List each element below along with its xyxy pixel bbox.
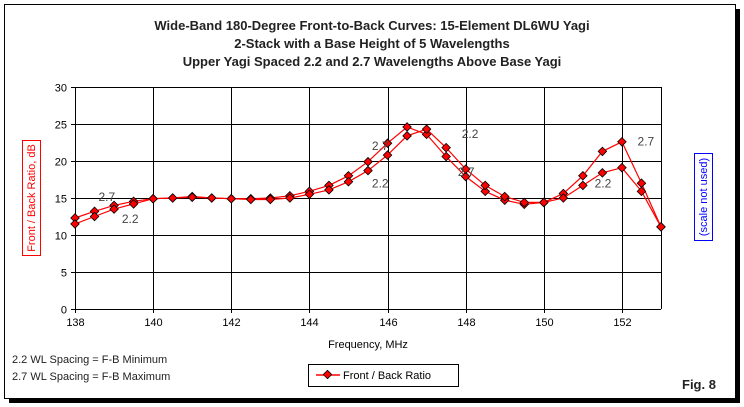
series-annotation: 2.7 [638,134,655,148]
data-point [558,193,569,203]
data-point [70,219,80,229]
title-line-3: Upper Yagi Spaced 2.2 and 2.7 Wavelength… [183,54,562,69]
data-point [617,136,627,147]
y-tick-label: 5 [61,268,67,280]
series-annotation: 2.2 [462,127,479,141]
series-annotation: 2.7 [98,190,115,204]
data-point [226,193,237,204]
y-tick-label: 30 [55,83,67,95]
data-point [402,131,412,141]
data-point [636,178,647,189]
data-point [636,186,647,197]
legend-marker [322,369,333,380]
data-point [656,222,666,232]
data-point [304,189,315,200]
y-tick-label: 0 [61,305,67,317]
data-point [402,122,412,132]
x-axis-label: Frequency, MHz [328,339,408,351]
data-point [343,170,354,181]
x-tick-label: 150 [535,317,553,329]
data-point [578,170,588,181]
series-annotation: 2.2 [595,177,612,191]
series-annotation: 2.7 [372,139,389,153]
x-tick-label: 152 [613,317,631,329]
data-point [245,194,256,205]
chart-title: Wide-Band 180-Degree Front-to-Back Curve… [154,18,589,69]
x-tick-label: 140 [144,317,162,329]
data-point [597,146,608,157]
data-point [441,151,451,162]
data-point [206,193,217,203]
y2-axis-label: (scale not used) [698,158,710,236]
data-point [578,180,588,191]
data-point [421,129,432,140]
data-point [128,199,139,209]
data-point [343,176,354,187]
y-tick-label: 20 [55,157,67,169]
y-tick-label: 25 [55,120,67,132]
y-axis-label: Front / Back Ratio, dB [26,144,38,252]
data-point [89,206,100,217]
note-min: 2.2 WL Spacing = F-B Minimum [12,354,167,366]
data-point [480,180,491,191]
data-point [363,165,373,176]
legend: Front / Back Ratio [308,364,459,387]
data-point [597,168,608,178]
data-point [70,213,80,223]
data-point [499,191,510,202]
data-point [285,193,295,203]
data-point [265,194,276,205]
data-point [421,124,432,134]
title-line-1: Wide-Band 180-Degree Front-to-Back Curve… [154,18,589,33]
title-line-2: 2-Stack with a Base Height of 5 Waveleng… [234,36,509,51]
data-point [187,192,198,203]
note-max: 2.7 WL Spacing = F-B Maximum [12,371,170,383]
x-tick-label: 148 [457,317,475,329]
y2-axis-label-box [694,153,713,241]
y-tick-label: 15 [55,194,67,206]
y-tick-label: 10 [55,231,67,243]
data-point [617,162,627,173]
x-tick-label: 146 [379,317,397,329]
data-point [109,204,119,214]
data-point [460,164,471,174]
data-point [538,197,549,208]
data-point [324,185,334,195]
x-tick-label: 144 [300,317,318,329]
figure-label: Fig. 8 [682,377,716,392]
data-point [382,150,393,160]
data-point [480,186,491,197]
data-point [89,211,100,222]
data-point [148,193,158,204]
series-annotation: 2.7 [458,165,475,179]
x-tick-label: 138 [66,317,84,329]
data-point [460,171,471,182]
x-tick-label: 142 [222,317,240,329]
series-annotation: 2.2 [372,177,389,191]
data-point [441,142,451,153]
data-point [382,138,393,149]
legend-label: Front / Back Ratio [343,370,431,382]
data-point [167,193,178,203]
series-annotation: 2.2 [122,212,139,226]
data-point [519,197,530,208]
y-axis-label-box [22,140,41,256]
data-point [363,156,373,167]
